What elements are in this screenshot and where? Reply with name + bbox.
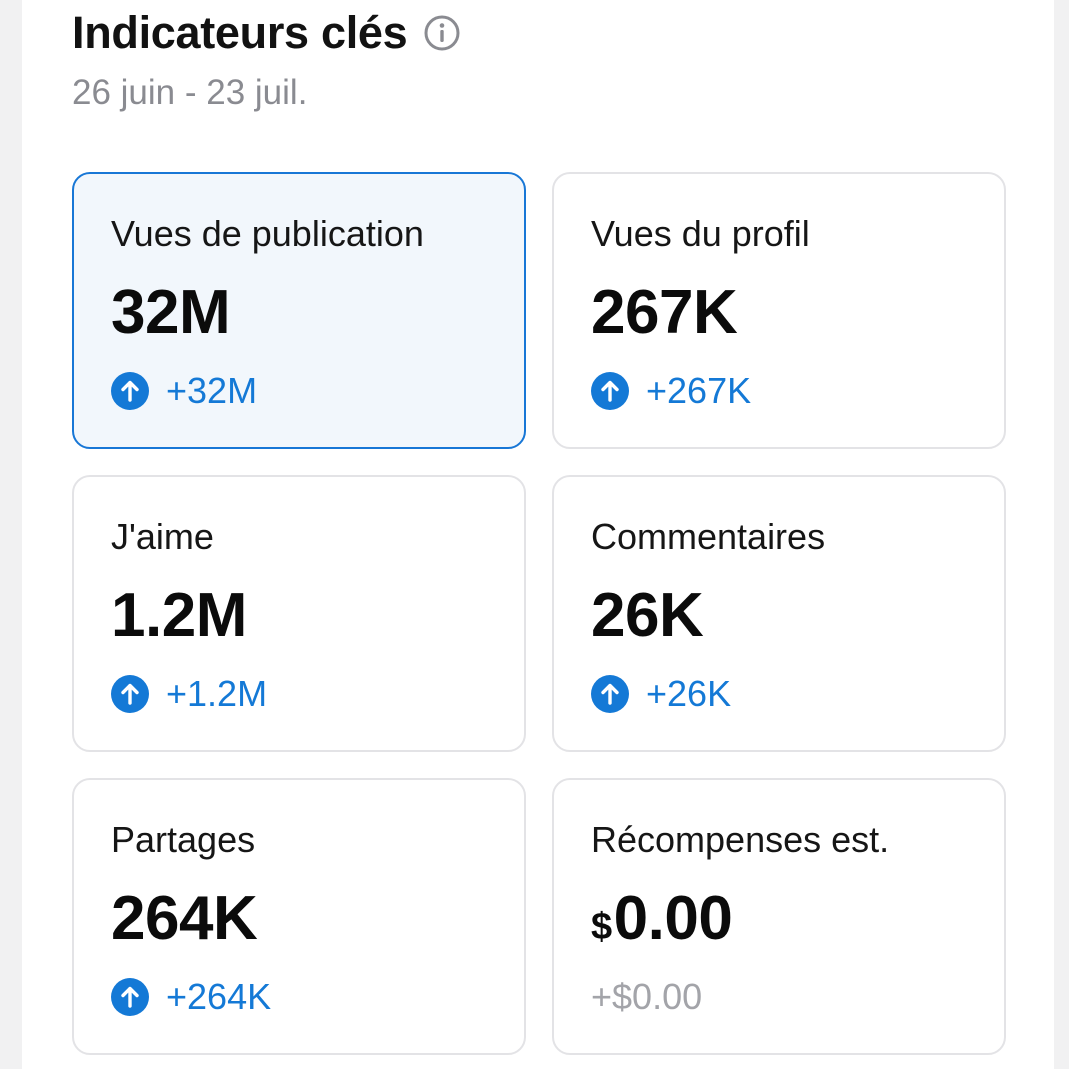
metric-value: 267K — [591, 278, 738, 347]
metric-card-profile-views[interactable]: Vues du profil 267K +267K — [552, 172, 1006, 449]
metric-card-shares[interactable]: Partages 264K +264K — [72, 778, 526, 1055]
metric-label: J'aime — [111, 516, 214, 557]
metric-delta-text: +264K — [166, 976, 272, 1017]
metric-delta-text: +1.2M — [166, 673, 268, 714]
arrow-up-circle-icon — [591, 675, 629, 713]
metric-delta: +$0.00 — [591, 975, 702, 1019]
insights-header: Indicateurs clés — [72, 6, 461, 60]
metric-label: Partages — [111, 819, 256, 860]
metric-card-likes[interactable]: J'aime 1.2M +1.2M — [72, 475, 526, 752]
arrow-up-circle-icon — [591, 372, 629, 410]
metric-card-est-rewards[interactable]: Récompenses est. $0.00 +$0.00 — [552, 778, 1006, 1055]
page-title: Indicateurs clés — [72, 7, 408, 58]
metric-label: Vues de publication — [111, 213, 424, 254]
date-range: 26 juin - 23 juil. — [72, 73, 308, 112]
metric-delta: +1.2M — [111, 672, 267, 716]
metric-label: Commentaires — [591, 516, 826, 557]
metric-label: Vues du profil — [591, 213, 810, 254]
metric-value: $0.00 — [591, 882, 733, 964]
metric-delta: +264K — [111, 975, 271, 1019]
arrow-up-circle-icon — [111, 978, 149, 1016]
metric-value: 1.2M — [111, 581, 247, 650]
metric-delta-text: +32M — [166, 370, 258, 411]
currency-symbol: $ — [591, 906, 612, 948]
metric-delta-text: +$0.00 — [591, 976, 703, 1017]
metric-delta: +32M — [111, 369, 257, 413]
metric-value: 264K — [111, 884, 258, 953]
metric-value: 26K — [591, 581, 704, 650]
metric-card-post-views[interactable]: Vues de publication 32M +32M — [72, 172, 526, 449]
metrics-grid: Vues de publication 32M +32M Vues du pro… — [72, 172, 1006, 1055]
info-icon[interactable] — [423, 14, 461, 52]
metric-value: 32M — [111, 278, 231, 347]
metric-delta-text: +26K — [646, 673, 732, 714]
metric-value-number: 0.00 — [613, 884, 733, 953]
metric-label: Récompenses est. — [591, 819, 890, 860]
metric-card-comments[interactable]: Commentaires 26K +26K — [552, 475, 1006, 752]
arrow-up-circle-icon — [111, 372, 149, 410]
metric-delta: +267K — [591, 369, 751, 413]
metric-delta-text: +267K — [646, 370, 752, 411]
arrow-up-circle-icon — [111, 675, 149, 713]
metric-delta: +26K — [591, 672, 731, 716]
